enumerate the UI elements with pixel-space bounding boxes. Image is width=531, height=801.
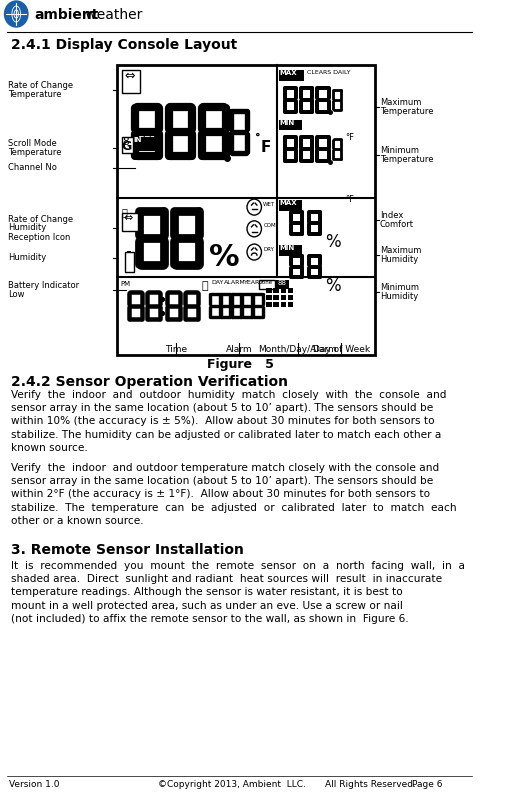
Bar [279, 245, 302, 256]
Text: 3. Remote Sensor Installation: 3. Remote Sensor Installation [11, 543, 244, 557]
Text: DAY: DAY [211, 280, 224, 284]
Bar [125, 252, 134, 272]
Text: %: % [326, 276, 341, 295]
Text: MIN: MIN [279, 120, 295, 126]
Text: 2.4.1 Display Console Layout: 2.4.1 Display Console Layout [11, 38, 237, 52]
Bar [279, 120, 302, 130]
Text: °: ° [255, 133, 261, 143]
Text: Page 6: Page 6 [412, 780, 442, 789]
Text: 88: 88 [277, 280, 286, 286]
Circle shape [4, 1, 28, 27]
Text: °F: °F [345, 133, 354, 142]
Text: WET: WET [263, 202, 276, 207]
Bar [281, 302, 286, 308]
Text: °F: °F [345, 195, 354, 204]
Text: Minimum: Minimum [380, 146, 419, 155]
Text: Time: Time [165, 345, 187, 354]
Bar [276, 280, 289, 288]
Bar [273, 288, 279, 293]
Text: DRY: DRY [263, 247, 274, 252]
Bar [259, 280, 275, 288]
Text: Scroll Mode: Scroll Mode [8, 139, 57, 148]
Text: Month/Day/Alarm: Month/Day/Alarm [259, 345, 337, 354]
Text: ALARM: ALARM [224, 280, 245, 284]
Text: G: G [122, 140, 132, 153]
Text: 8: 8 [123, 137, 130, 147]
Text: Day of Week: Day of Week [313, 345, 370, 354]
Text: IN: IN [134, 137, 142, 143]
Text: Temperature: Temperature [8, 148, 62, 157]
Bar [288, 296, 293, 300]
Text: %: % [209, 243, 240, 272]
Text: Humidity: Humidity [380, 255, 418, 264]
Bar [281, 288, 286, 293]
Text: Temperature: Temperature [380, 155, 433, 164]
Text: Low: Low [8, 290, 24, 299]
Text: Humidity: Humidity [8, 253, 46, 263]
Text: CLEARS DAILY: CLEARS DAILY [306, 70, 350, 75]
Bar [133, 137, 158, 151]
Text: MIN: MIN [279, 245, 295, 251]
Text: MAX: MAX [279, 200, 297, 206]
Text: PM: PM [120, 281, 130, 287]
Text: Humidity: Humidity [8, 223, 46, 232]
Text: %: % [326, 233, 341, 251]
Text: It  is  recommended  you  mount  the  remote  sensor  on  a  north  facing  wall: It is recommended you mount the remote s… [11, 561, 465, 624]
Text: F: F [261, 140, 271, 155]
Text: Alarm: Alarm [226, 345, 252, 354]
Bar [122, 213, 138, 231]
Text: Figure   5: Figure 5 [207, 358, 273, 371]
Text: Version 1.0: Version 1.0 [9, 780, 59, 789]
Bar [273, 302, 279, 308]
Bar [288, 302, 293, 308]
Bar [273, 296, 279, 300]
Bar [279, 70, 304, 81]
Text: Channel No: Channel No [8, 163, 57, 172]
Text: 2.4.2 Sensor Operation Verification: 2.4.2 Sensor Operation Verification [11, 375, 288, 389]
Text: ambient: ambient [35, 8, 99, 22]
Text: All Rights Reserved.: All Rights Reserved. [325, 780, 416, 789]
Bar [266, 288, 272, 293]
Text: Maximum: Maximum [380, 246, 421, 255]
Text: Maximum: Maximum [380, 98, 421, 107]
Text: 📡: 📡 [122, 207, 128, 217]
Text: Temperature: Temperature [380, 107, 433, 116]
Text: ©Copyright 2013, Ambient  LLC.: ©Copyright 2013, Ambient LLC. [158, 780, 306, 789]
Text: Comfort: Comfort [380, 220, 414, 229]
Text: ⇔: ⇔ [125, 70, 135, 83]
Bar [279, 200, 302, 211]
Bar [288, 288, 293, 293]
Text: Reception Icon: Reception Icon [8, 232, 71, 241]
Bar [122, 70, 140, 93]
Text: Minimum: Minimum [380, 283, 419, 292]
Text: Battery Indicator: Battery Indicator [8, 281, 79, 290]
Bar [266, 302, 272, 308]
Bar [122, 137, 133, 153]
Text: ⇔: ⇔ [124, 213, 133, 223]
Bar [117, 65, 374, 355]
Text: Rate of Change: Rate of Change [8, 215, 73, 223]
Text: 🔔: 🔔 [201, 281, 208, 291]
Text: Humidity: Humidity [380, 292, 418, 301]
Text: Verify  the  indoor  and  outdoor  humidity  match  closely  with  the  console : Verify the indoor and outdoor humidity m… [11, 390, 447, 453]
Bar [281, 296, 286, 300]
Text: COM: COM [263, 223, 276, 228]
Text: CH: CH [143, 134, 157, 144]
Text: weather: weather [81, 8, 143, 22]
Text: YEAR: YEAR [244, 280, 260, 284]
Text: Verify  the  indoor  and outdoor temperature match closely with the console and
: Verify the indoor and outdoor temperatur… [11, 463, 457, 525]
Text: zone: zone [260, 280, 273, 284]
Text: Temperature: Temperature [8, 90, 62, 99]
Text: MAX: MAX [279, 70, 297, 76]
Text: Rate of Change: Rate of Change [8, 81, 73, 90]
Bar [266, 296, 272, 300]
Text: Index: Index [380, 211, 404, 220]
